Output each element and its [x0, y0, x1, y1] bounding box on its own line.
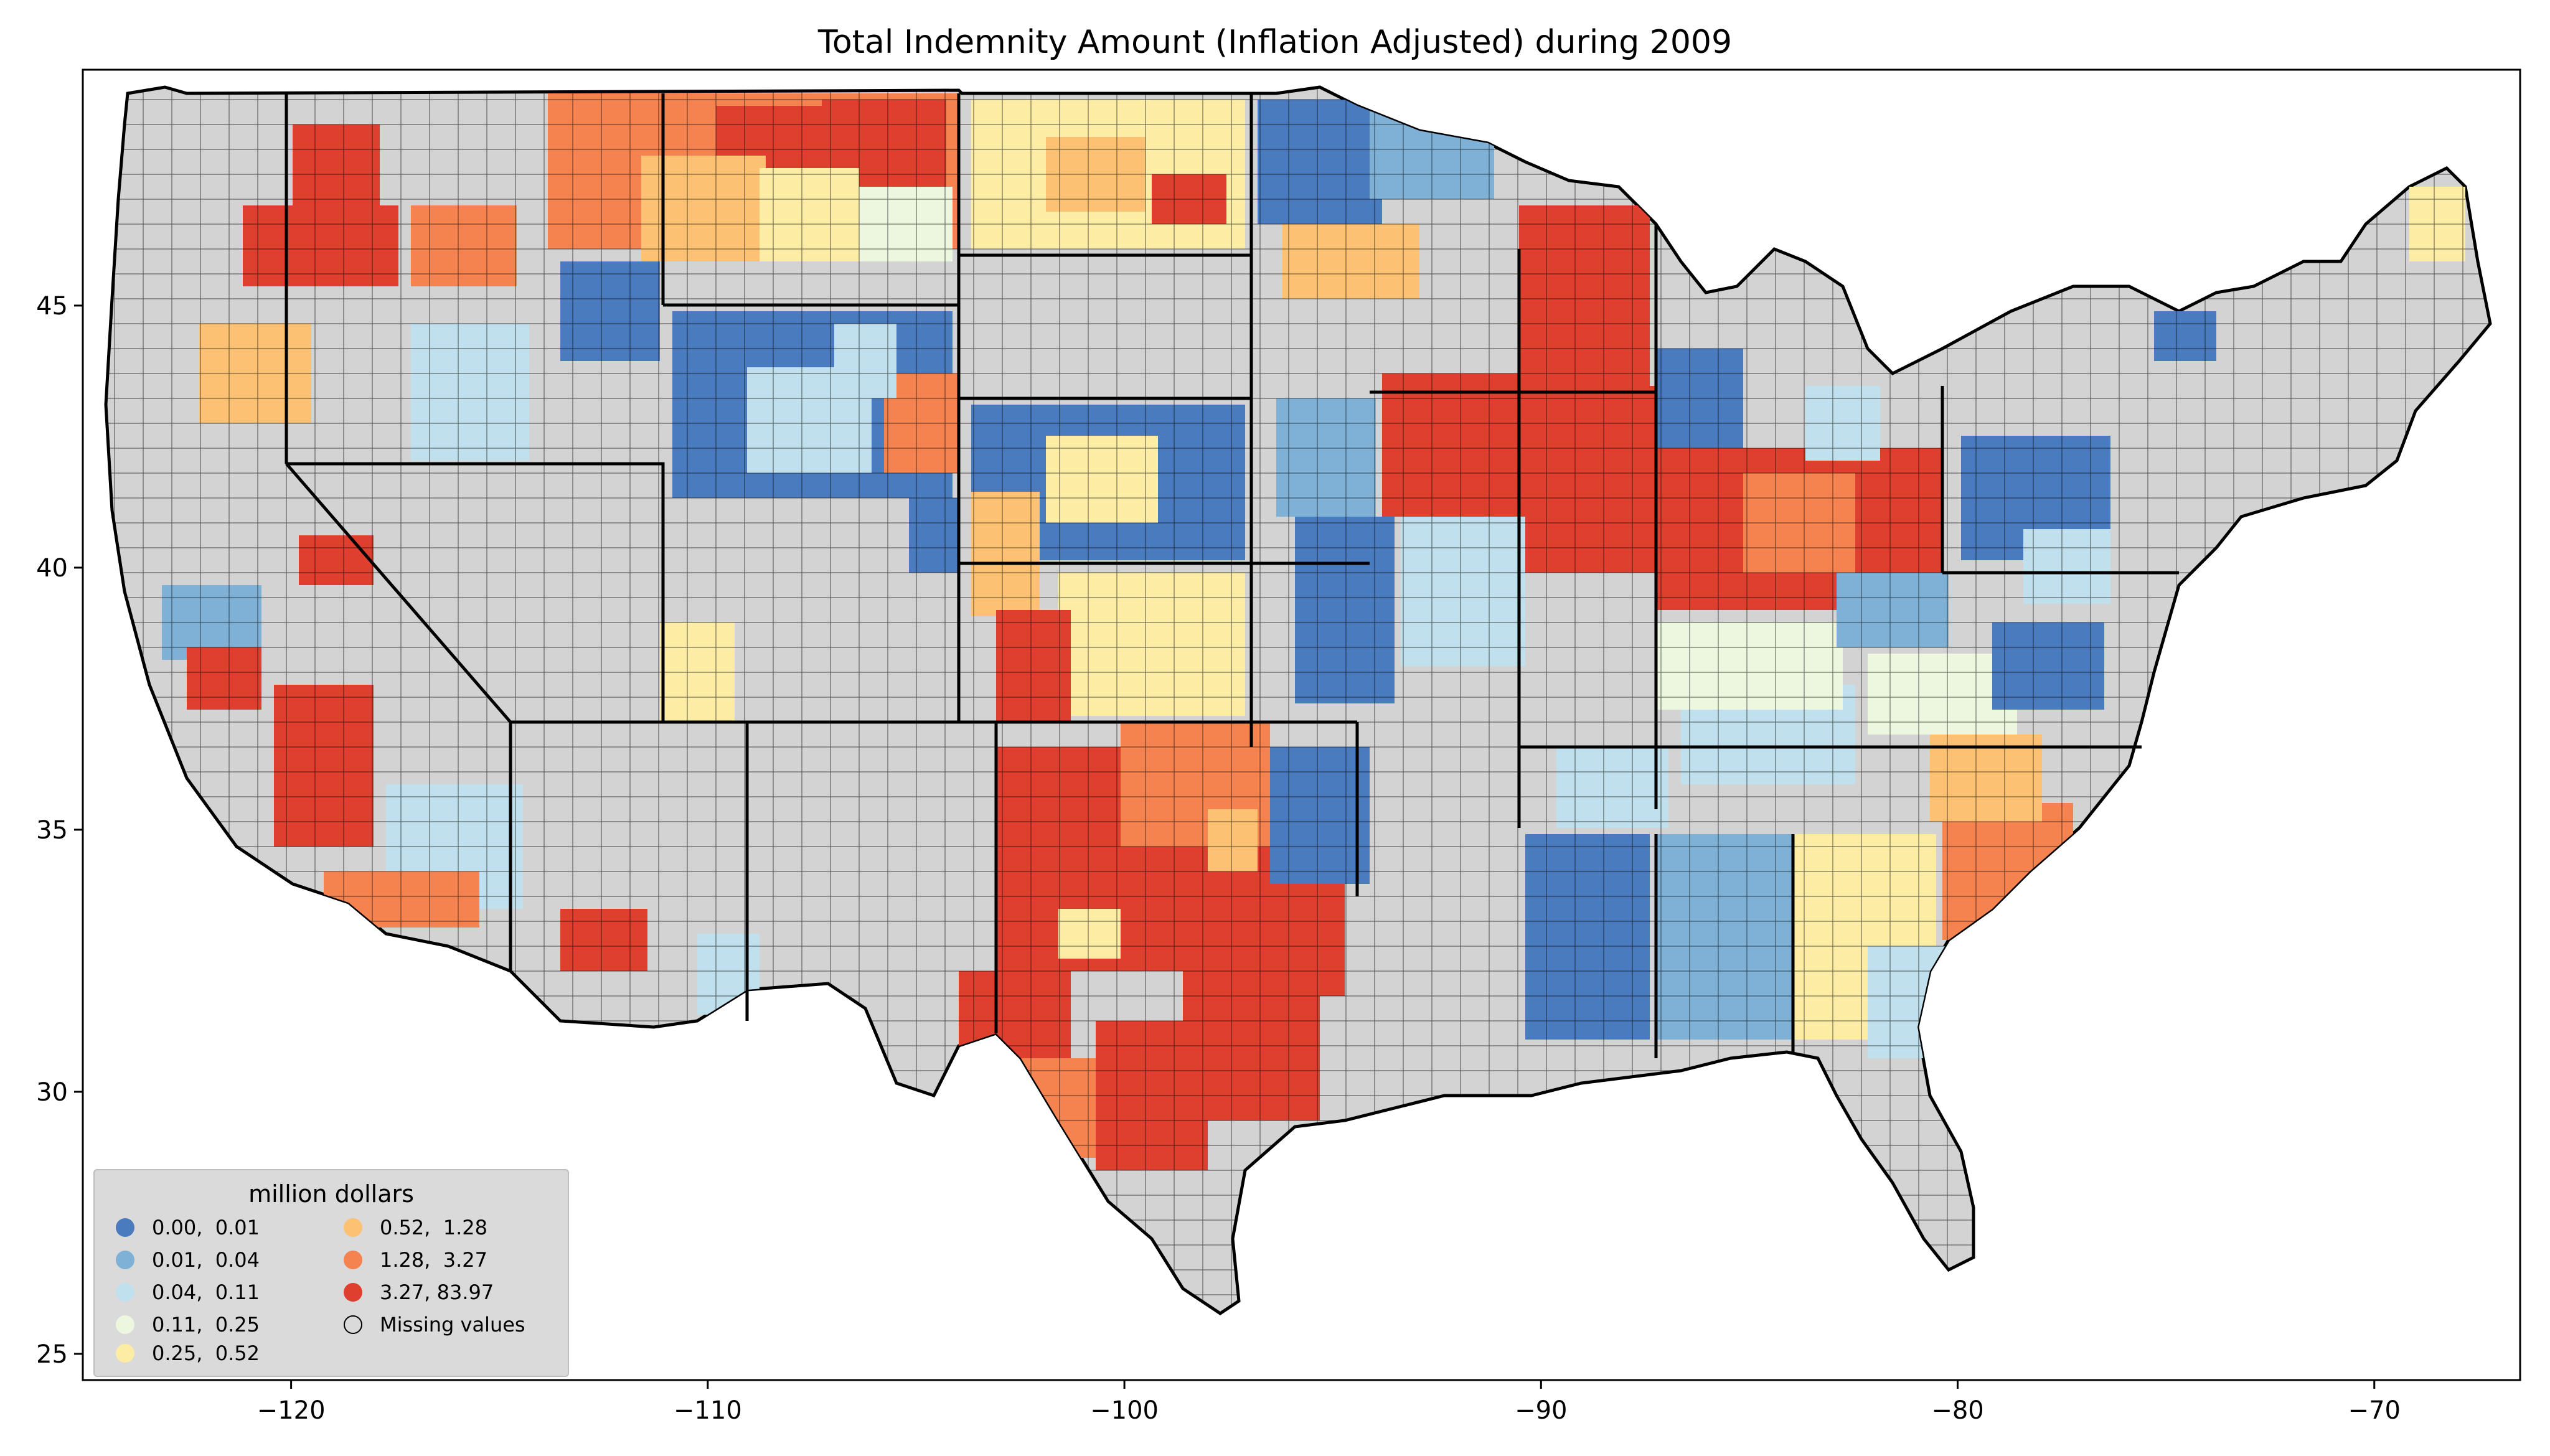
- legend-item-0: 0.00, 0.01: [116, 1214, 260, 1241]
- x-tick-label: −80: [1931, 1396, 1983, 1425]
- x-axis: −120 −110 −100 −90 −80 −70: [257, 1380, 2401, 1425]
- legend-swatch-6: [344, 1251, 362, 1269]
- legend-swatch-3: [116, 1315, 134, 1334]
- y-tick-label: 25: [36, 1340, 68, 1369]
- legend-swatch-4: [116, 1344, 134, 1363]
- legend-item-5: 0.52, 1.28: [344, 1214, 487, 1241]
- legend: million dollars 0.00, 0.01 0.01, 0.04 0.…: [93, 1169, 569, 1377]
- legend-swatch-7: [344, 1283, 362, 1302]
- legend-label-6: 1.28, 3.27: [380, 1248, 488, 1272]
- legend-label-7: 3.27, 83.97: [380, 1280, 494, 1304]
- us-county-map: [104, 85, 2492, 1316]
- legend-item-6: 1.28, 3.27: [344, 1246, 487, 1274]
- legend-label-4: 0.25, 0.52: [152, 1341, 260, 1365]
- legend-swatch-1: [116, 1251, 134, 1269]
- legend-swatch-5: [344, 1218, 362, 1237]
- legend-swatch-0: [116, 1218, 134, 1237]
- legend-label-0: 0.00, 0.01: [152, 1216, 260, 1239]
- legend-item-1: 0.01, 0.04: [116, 1246, 260, 1274]
- y-tick-label: 30: [36, 1078, 68, 1107]
- x-tick-label: −70: [2348, 1396, 2401, 1425]
- y-tick-label: 45: [36, 292, 68, 321]
- x-tick-label: −110: [674, 1396, 742, 1425]
- y-axis: 45 40 35 30 25: [36, 292, 83, 1369]
- x-tick-label: −90: [1515, 1396, 1567, 1425]
- legend-label-1: 0.01, 0.04: [152, 1248, 260, 1272]
- x-tick-label: −100: [1090, 1396, 1159, 1425]
- legend-label-8: Missing values: [380, 1313, 525, 1336]
- map-title: Total Indemnity Amount (Inflation Adjust…: [817, 24, 1733, 61]
- legend-item-2: 0.04, 0.11: [116, 1279, 260, 1306]
- legend-label-3: 0.11, 0.25: [152, 1313, 260, 1336]
- y-tick-label: 40: [36, 554, 68, 583]
- state-borders: [285, 93, 2179, 1058]
- legend-item-8: Missing values: [344, 1311, 525, 1338]
- legend-label-2: 0.04, 0.11: [152, 1280, 260, 1304]
- legend-label-5: 0.52, 1.28: [380, 1216, 488, 1239]
- legend-item-7: 3.27, 83.97: [344, 1279, 494, 1306]
- legend-swatch-2: [116, 1283, 134, 1302]
- legend-swatch-missing: [344, 1315, 362, 1334]
- axes-frame: [82, 68, 2521, 1381]
- legend-title: million dollars: [248, 1180, 414, 1208]
- legend-item-4: 0.25, 0.52: [116, 1340, 260, 1367]
- y-tick-label: 35: [36, 816, 68, 845]
- x-tick-label: −120: [257, 1396, 326, 1425]
- legend-item-3: 0.11, 0.25: [116, 1311, 260, 1338]
